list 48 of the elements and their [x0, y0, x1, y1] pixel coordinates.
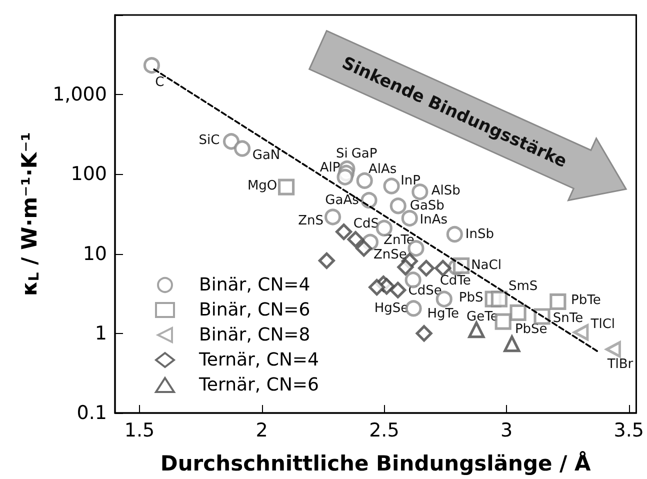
legend-label: Binär, CN=4	[199, 274, 310, 296]
annotation: InAs	[420, 212, 448, 228]
y-axis-title: κL / W·m⁻¹·K⁻¹	[18, 132, 43, 296]
legend-label: Ternär, CN=6	[198, 374, 319, 396]
y-tick-label: 100	[70, 163, 107, 186]
annotation: CdTe	[440, 274, 471, 289]
x-tick-label: 2.5	[369, 420, 400, 442]
x-axis-title: Durchschnittliche Bindungslänge / Å	[160, 450, 592, 476]
annotation: PbTe	[571, 293, 601, 308]
annotation: HgSe	[374, 300, 409, 316]
annotation: ZnSe	[374, 248, 407, 263]
y-tick-label: 1	[94, 322, 107, 344]
annotation: TlCl	[590, 316, 616, 332]
text: 0.1	[76, 402, 107, 424]
annotation: CdS	[353, 216, 379, 232]
x-tick-label: 2	[256, 420, 268, 442]
annotation: AlP	[320, 160, 340, 176]
annotation: ZnS	[298, 213, 324, 228]
annotation: C	[155, 74, 164, 90]
annotation: GaSb	[410, 198, 444, 214]
x-tick-label: 3.5	[614, 420, 644, 442]
x-tick-label: 3	[500, 420, 513, 442]
annotation: ZnTe	[384, 232, 414, 248]
annotation: NaCl	[471, 258, 502, 274]
annotation: SiC	[198, 132, 220, 148]
y-tick-label: 10	[82, 242, 107, 265]
annotation: PbS	[458, 290, 484, 306]
annotation: SmS	[508, 279, 538, 294]
annotation: MgO	[247, 178, 278, 194]
annotation: HgTe	[427, 306, 460, 322]
legend-label: Binär, CN=6	[199, 300, 310, 320]
annotation: InP	[400, 174, 421, 189]
x-tick-label: 1.5	[124, 420, 155, 442]
legend-label: Ternär, CN=4	[198, 350, 319, 370]
annotation: TlBr	[606, 356, 634, 372]
annotation: AlAs	[368, 162, 397, 178]
annotation: GaN	[252, 148, 280, 164]
annotation: GaAs	[325, 192, 360, 208]
annotation: SnTe	[552, 311, 584, 326]
annotation: GeTe	[466, 309, 498, 324]
legend-label: Binär, CN=8	[199, 324, 310, 346]
annotation: InSb	[465, 226, 494, 242]
annotation: Si	[336, 146, 348, 162]
y-tick-label: 1,000	[52, 84, 107, 106]
annotation: AlSb	[431, 183, 460, 198]
annotation: CdSe	[408, 283, 442, 298]
annotation: PbSe	[514, 322, 548, 338]
annotation: GaP	[351, 146, 378, 162]
